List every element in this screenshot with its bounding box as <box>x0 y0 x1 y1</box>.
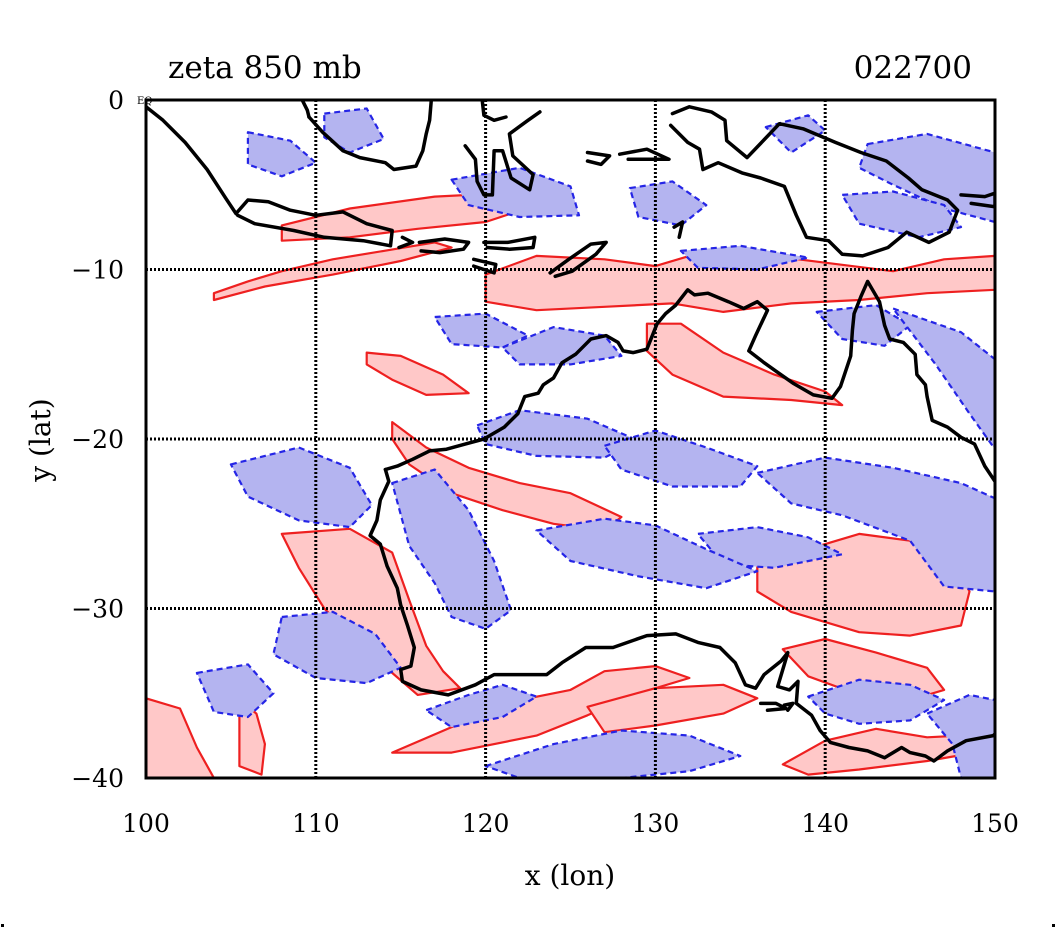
coastline-tasmania-strait <box>758 701 788 712</box>
negative-region-19 <box>246 131 317 178</box>
corner-mark-left <box>1 924 4 927</box>
map-area <box>146 100 995 778</box>
positive-region-3 <box>484 249 995 313</box>
coastline-timor <box>548 240 608 279</box>
negative-region-9 <box>195 663 275 719</box>
negative-vorticity-contours <box>195 107 995 778</box>
negative-region-24 <box>841 190 963 239</box>
negative-region-16 <box>679 244 810 271</box>
negative-region-23 <box>892 307 995 451</box>
negative-region-4 <box>603 429 759 488</box>
y-tick-label: −20 <box>71 425 124 454</box>
negative-region-8 <box>272 610 402 685</box>
negative-region-10 <box>425 683 538 729</box>
positive-region-14 <box>146 697 215 778</box>
positive-region-1 <box>212 241 453 302</box>
negative-region-7 <box>535 517 759 590</box>
x-tick-label: 100 <box>122 809 170 838</box>
y-tick-label: 0 <box>108 86 124 115</box>
negative-region-1 <box>229 446 373 529</box>
coastline-seram <box>617 147 671 162</box>
x-tick-label: 120 <box>462 809 510 838</box>
coastline-sulawesi <box>463 110 542 197</box>
positive-region-7 <box>280 527 462 696</box>
negative-region-5 <box>756 456 995 593</box>
plot-frame <box>144 98 997 780</box>
coastline-lesser-sundas <box>397 235 415 250</box>
time-stamp-label: 022700 <box>854 50 972 86</box>
y-axis-label: y (lat) <box>24 398 57 482</box>
coastline-tanimbar <box>672 220 685 240</box>
negative-region-12 <box>807 678 946 725</box>
negative-region-11 <box>484 729 742 778</box>
coastline-borneo <box>307 100 434 172</box>
coastline-australia <box>368 467 995 763</box>
coastline-seram-buru <box>585 150 612 167</box>
x-axis-label: x (lon) <box>525 859 615 892</box>
positive-region-5 <box>365 351 470 396</box>
plot-title: zeta 850 mb <box>168 50 362 86</box>
coastline-borneo-west <box>300 100 311 119</box>
negative-region-25 <box>628 180 708 227</box>
negative-region-20 <box>450 166 581 219</box>
x-axis-ticks: 100 110 120 130 140 150 <box>122 809 1019 838</box>
negative-region-3 <box>476 409 640 459</box>
y-axis-ticks: 0 −10 −20 −30 −40 <box>71 86 124 793</box>
x-tick-label: 140 <box>801 809 849 838</box>
positive-region-13 <box>781 727 995 776</box>
graticule <box>146 100 995 778</box>
x-tick-label: 130 <box>632 809 680 838</box>
coastline-new-britain <box>959 191 995 209</box>
negative-region-21 <box>323 107 385 154</box>
y-tick-label: −10 <box>71 256 124 285</box>
x-tick-label: 150 <box>971 809 1019 838</box>
coastline-new-guinea <box>668 105 960 258</box>
x-tick-label: 110 <box>292 809 340 838</box>
corner-mark-right <box>1052 924 1055 927</box>
negative-region-13 <box>926 693 995 778</box>
coastline-sulawesi-north <box>480 100 508 123</box>
negative-region-15 <box>501 326 623 366</box>
coastline-flores <box>482 235 537 251</box>
y-tick-label: −40 <box>71 764 124 793</box>
negative-region-2 <box>391 468 513 630</box>
coastline-north-australia-east <box>383 279 995 484</box>
y-tick-label: −30 <box>71 595 124 624</box>
equator-label: EQ <box>137 96 153 107</box>
negative-region-17 <box>858 132 995 224</box>
coastline-sumatra-java <box>146 105 394 248</box>
coastline-lombok-sumbawa <box>417 237 471 255</box>
coastline-kangaroo <box>782 701 795 712</box>
coastline-layer <box>146 100 995 763</box>
